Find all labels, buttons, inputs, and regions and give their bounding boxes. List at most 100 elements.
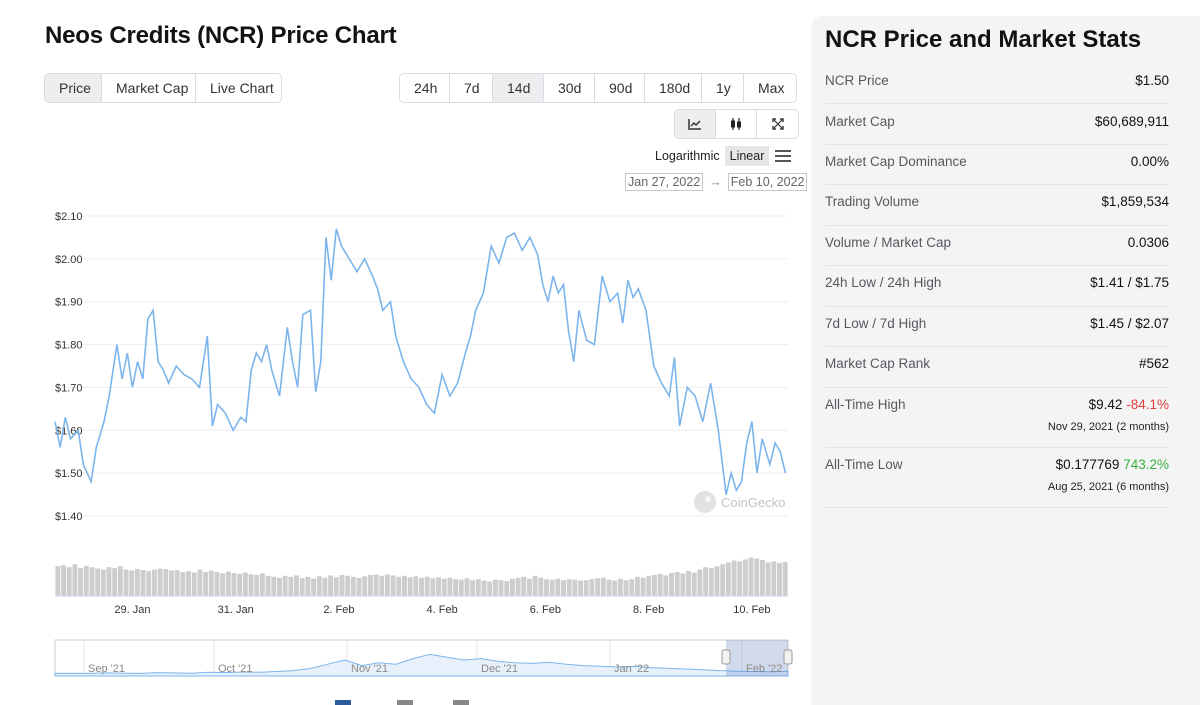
volume-bar xyxy=(737,561,743,596)
stats-panel: NCR Price and Market Stats NCR Price $1.… xyxy=(811,16,1200,705)
volume-bar xyxy=(492,579,498,596)
stat-row-market-cap: Market Cap $60,689,911 xyxy=(825,104,1169,145)
tab-live-chart[interactable]: Live Chart xyxy=(210,80,274,96)
scale-linear[interactable]: Linear xyxy=(724,146,770,166)
gridlines xyxy=(55,215,788,517)
legend-price-swatch xyxy=(335,700,351,705)
x-tick-label: 29. Jan xyxy=(114,604,150,616)
range-24h[interactable]: 24h xyxy=(400,74,450,102)
scale-selector: Logarithmic Linear xyxy=(650,146,792,166)
volume-bar xyxy=(498,580,504,596)
menu-icon[interactable] xyxy=(775,149,792,163)
volume-bar xyxy=(475,579,481,596)
stat-label: Volume / Market Cap xyxy=(825,235,952,250)
volume-bar xyxy=(765,562,771,596)
range-90d[interactable]: 90d xyxy=(595,74,645,102)
navigator-label: Feb '22 xyxy=(746,663,782,675)
volume-bar xyxy=(430,578,436,596)
volume-bar xyxy=(123,569,129,596)
stat-row-atl: All-Time Low $0.177769 743.2% Aug 25, 20… xyxy=(825,448,1169,508)
volume-bar xyxy=(174,570,180,596)
stat-row-price: NCR Price $1.50 xyxy=(825,64,1169,104)
volume-bar xyxy=(424,576,430,596)
volume-bar xyxy=(436,577,441,596)
volume-bar xyxy=(106,567,112,596)
range-7d[interactable]: 7d xyxy=(450,74,493,102)
volume-bar xyxy=(282,575,288,596)
volume-bar xyxy=(578,580,584,596)
volume-bar xyxy=(356,577,362,596)
volume-bar xyxy=(481,580,487,596)
volume-bar xyxy=(544,579,549,596)
volume-bar xyxy=(595,578,601,596)
x-tick-label: 10. Feb xyxy=(733,604,770,616)
stat-value: #562 xyxy=(1138,356,1169,371)
volume-bar xyxy=(259,573,265,596)
volume-bar xyxy=(549,579,555,596)
range-180d[interactable]: 180d xyxy=(645,74,702,102)
navigator-handle-left[interactable] xyxy=(721,649,731,665)
stat-label: All-Time Low xyxy=(825,457,903,472)
x-axis-labels: 29. Jan 31. Jan 2. Feb 4. Feb 6. Feb 8. Feb 10… xyxy=(114,604,770,616)
volume-bar xyxy=(623,580,629,596)
candlestick-button[interactable] xyxy=(716,110,757,138)
volume-bar xyxy=(629,579,635,596)
date-from-input[interactable]: Jan 27, 2022 xyxy=(625,173,704,191)
page-title: Neos Credits (NCR) Price Chart xyxy=(45,22,397,49)
legend-other-swatch xyxy=(453,700,469,705)
volume-bar xyxy=(612,580,618,596)
x-tick-label: 6. Feb xyxy=(530,604,561,616)
line-chart-icon xyxy=(688,119,701,130)
volume-bar xyxy=(640,577,646,596)
stat-label: All-Time High xyxy=(825,397,906,412)
volume-bar xyxy=(674,572,680,596)
navigator-label: Nov '21 xyxy=(351,663,388,675)
volume-bar xyxy=(350,576,356,596)
navigator-handle-right[interactable] xyxy=(783,649,793,665)
volume-bar xyxy=(152,569,157,596)
stat-value: $1.45 / $2.07 xyxy=(1090,316,1169,331)
tab-market-cap[interactable]: Market Cap xyxy=(102,74,196,102)
volume-bar xyxy=(754,558,760,596)
volume-bar xyxy=(294,575,299,596)
volume-bar xyxy=(453,579,459,596)
stat-row-volume-mcap: Volume / Market Cap 0.0306 xyxy=(825,226,1169,266)
range-1y[interactable]: 1y xyxy=(702,74,744,102)
volume-bar xyxy=(714,566,720,596)
atl-value: $0.177769 xyxy=(1055,457,1120,472)
volume-bar xyxy=(237,573,243,596)
ath-value: $9.42 xyxy=(1088,397,1123,412)
volume-bar xyxy=(89,567,95,596)
volume-bar xyxy=(78,568,84,596)
volume-bar xyxy=(311,578,316,596)
volume-bar xyxy=(771,561,777,596)
volume-bar xyxy=(402,575,407,596)
fullscreen-button[interactable] xyxy=(757,110,798,138)
date-to-input[interactable]: Feb 10, 2022 xyxy=(727,173,808,191)
volume-bar xyxy=(384,574,390,596)
volume-bar xyxy=(515,577,521,596)
stat-label: Market Cap xyxy=(825,114,895,129)
volume-bar xyxy=(328,575,334,596)
range-30d[interactable]: 30d xyxy=(544,74,595,102)
volume-bar xyxy=(316,576,322,596)
volume-bar xyxy=(100,569,106,596)
volume-bar xyxy=(680,573,686,596)
volume-bar xyxy=(72,564,78,596)
stat-label: NCR Price xyxy=(825,73,889,88)
volume-bar xyxy=(538,577,544,596)
range-14d[interactable]: 14d xyxy=(493,74,544,102)
stats-title: NCR Price and Market Stats xyxy=(825,26,1142,53)
volume-bar xyxy=(742,559,748,596)
tab-price[interactable]: Price xyxy=(45,74,102,102)
volume-bar xyxy=(617,578,623,596)
range-max[interactable]: Max xyxy=(758,80,785,96)
legend-items[interactable] xyxy=(335,700,469,705)
navigator[interactable]: Sep '21 Oct '21 Nov '21 Dec '21 Jan '22 Feb '… xyxy=(54,639,793,677)
volume-bar xyxy=(271,576,277,596)
stat-row-ath: All-Time High $9.42 -84.1% Nov 29, 2021 … xyxy=(825,388,1169,448)
volume-bar xyxy=(725,562,731,596)
scale-logarithmic[interactable]: Logarithmic xyxy=(655,149,720,163)
line-chart-button[interactable] xyxy=(675,110,716,138)
stat-value: $9.42 -84.1% xyxy=(1089,397,1169,412)
